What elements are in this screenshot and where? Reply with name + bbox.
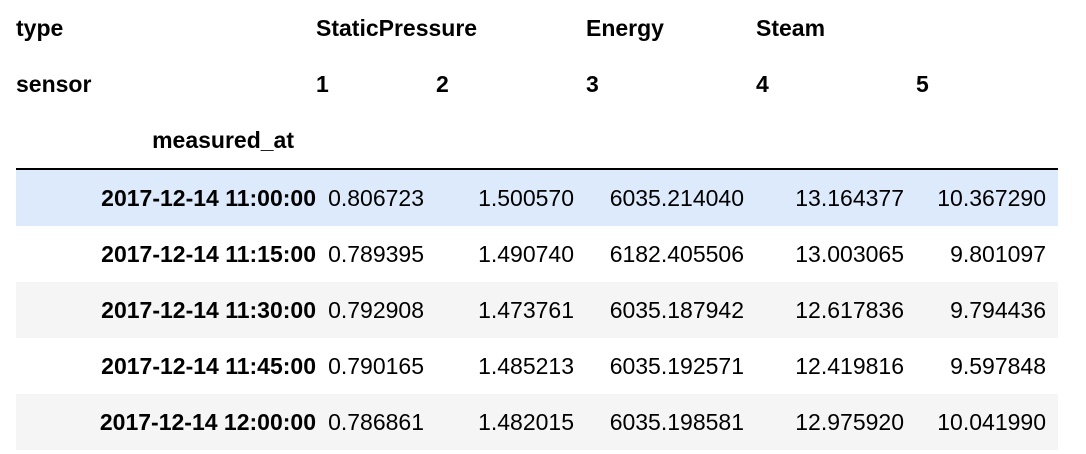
table-cell: 0.789395 <box>328 240 424 267</box>
header-row-sensor: sensor 1 2 3 4 5 <box>16 56 1058 112</box>
column-level-name-type: type <box>16 14 64 41</box>
header-row-type: type StaticPressure Energy Steam <box>16 0 1058 56</box>
table-cell: 6035.198581 <box>609 408 744 435</box>
empty-header-cell <box>756 112 916 169</box>
table-cell: 0.792908 <box>328 296 424 323</box>
empty-header-cell <box>316 112 436 169</box>
table-cell: 1.490740 <box>478 240 574 267</box>
table-row[interactable]: 2017-12-14 11:30:00 0.792908 1.473761 60… <box>16 282 1058 338</box>
column-header-sensor-2: 2 <box>436 70 449 97</box>
table-row[interactable]: 2017-12-14 11:45:00 0.790165 1.485213 60… <box>16 338 1058 394</box>
column-header-sensor-3: 3 <box>586 70 599 97</box>
column-level-name-sensor: sensor <box>16 70 92 97</box>
empty-header-cell <box>436 112 586 169</box>
column-group-steam: Steam <box>756 14 826 41</box>
table-body: 2017-12-14 11:00:00 0.806723 1.500570 60… <box>16 169 1058 450</box>
row-index: 2017-12-14 11:45:00 <box>101 352 316 379</box>
table-cell: 1.500570 <box>478 184 574 211</box>
table-cell: 1.473761 <box>478 296 574 323</box>
table-cell: 0.790165 <box>328 352 424 379</box>
column-group-energy: Energy <box>586 14 664 41</box>
row-index: 2017-12-14 12:00:00 <box>99 408 316 435</box>
empty-header-cell <box>916 112 1058 169</box>
table-cell: 10.367290 <box>937 184 1046 211</box>
table-cell: 13.003065 <box>795 240 904 267</box>
header-row-index-name: measured_at <box>16 112 1058 169</box>
column-header-sensor-4: 4 <box>756 70 769 97</box>
row-index: 2017-12-14 11:30:00 <box>101 296 316 323</box>
empty-header-cell <box>586 112 756 169</box>
table-cell: 6035.187942 <box>609 296 744 323</box>
table-cell: 6035.192571 <box>609 352 744 379</box>
table-cell: 13.164377 <box>795 184 904 211</box>
table-cell: 6035.214040 <box>609 184 744 211</box>
row-index: 2017-12-14 11:00:00 <box>101 184 316 211</box>
table-cell: 6182.405506 <box>609 240 744 267</box>
column-header-sensor-5: 5 <box>916 70 929 97</box>
table-cell: 12.617836 <box>795 296 904 323</box>
table-row[interactable]: 2017-12-14 12:00:00 0.786861 1.482015 60… <box>16 394 1058 450</box>
table-cell: 1.482015 <box>478 408 574 435</box>
table-cell: 12.419816 <box>795 352 904 379</box>
table-cell: 9.794436 <box>950 296 1046 323</box>
table-cell: 0.806723 <box>328 184 424 211</box>
column-group-staticpressure: StaticPressure <box>316 14 478 41</box>
row-index: 2017-12-14 11:15:00 <box>101 240 316 267</box>
table-cell: 9.801097 <box>950 240 1046 267</box>
table-cell: 1.485213 <box>478 352 574 379</box>
index-name: measured_at <box>152 126 294 153</box>
table-cell: 0.786861 <box>328 408 424 435</box>
table-cell: 12.975920 <box>795 408 904 435</box>
table-cell: 10.041990 <box>937 408 1046 435</box>
table-row[interactable]: 2017-12-14 11:15:00 0.789395 1.490740 61… <box>16 226 1058 282</box>
table-header: type StaticPressure Energy Steam sensor … <box>16 0 1058 169</box>
column-header-sensor-1: 1 <box>316 70 329 97</box>
dataframe-table: type StaticPressure Energy Steam sensor … <box>16 0 1058 450</box>
table-row[interactable]: 2017-12-14 11:00:00 0.806723 1.500570 60… <box>16 169 1058 226</box>
table-cell: 9.597848 <box>950 352 1046 379</box>
